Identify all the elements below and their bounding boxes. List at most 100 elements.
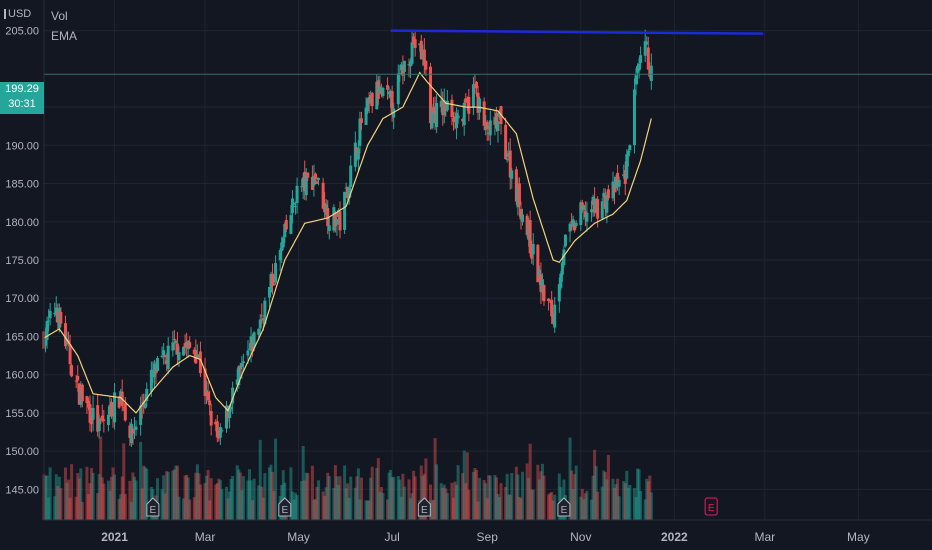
volume-bar: [63, 467, 67, 520]
candle-body: [76, 375, 80, 381]
candle-body: [574, 222, 578, 226]
volume-bar: [143, 467, 147, 520]
candle-body: [249, 336, 253, 351]
volume-bar: [263, 473, 267, 520]
volume-bar: [74, 496, 78, 520]
y-tick-label: 185.00: [5, 179, 39, 191]
candle-body: [292, 203, 296, 205]
volume-bar: [128, 480, 132, 520]
volume-bar: [237, 469, 241, 520]
candle-body: [370, 92, 374, 107]
volume-bar: [579, 496, 583, 520]
currency-indicator-icon: [4, 9, 6, 19]
volume-bar: [70, 464, 74, 520]
candle-body: [637, 63, 641, 71]
candle-body: [614, 177, 618, 189]
volume-bar: [323, 495, 327, 520]
y-tick-label: 160.00: [5, 370, 39, 382]
candle-body: [77, 383, 81, 405]
volume-bar: [421, 475, 425, 520]
volume-bar: [155, 478, 159, 520]
candle-body: [551, 314, 555, 324]
volume-bar: [399, 496, 403, 520]
candle-body: [401, 66, 405, 76]
candle-body: [119, 391, 123, 403]
candle-body: [140, 405, 144, 407]
candle-body: [252, 332, 256, 348]
candle-body: [160, 355, 164, 357]
volume-bar: [106, 480, 110, 520]
volume-bar: [122, 443, 126, 520]
volume-bar: [473, 467, 477, 520]
volume-bar: [175, 465, 179, 520]
volume-bar: [313, 498, 317, 520]
volume-bar: [324, 487, 328, 520]
candle-body: [91, 407, 95, 420]
volume-bar: [430, 500, 434, 520]
volume-bar: [257, 485, 261, 520]
volume-bar: [353, 487, 357, 520]
volume-bar: [177, 496, 181, 520]
candle-body: [248, 348, 252, 350]
volume-bar: [476, 501, 480, 520]
candle-body: [507, 153, 511, 157]
volume-bar: [574, 465, 578, 520]
volume-bar: [231, 475, 235, 520]
candle-body: [488, 120, 492, 136]
candle-body: [593, 199, 597, 213]
candle-body: [220, 430, 224, 432]
volume-bar: [249, 480, 253, 520]
candle-body: [628, 145, 632, 151]
candle-body: [283, 223, 287, 238]
volume-bar: [419, 465, 423, 520]
volume-bar: [228, 491, 232, 520]
earnings-marker: E: [557, 497, 571, 517]
candle-body: [617, 179, 621, 187]
volume-bar: [206, 469, 210, 520]
candle-body: [473, 85, 477, 87]
legend-ema[interactable]: EMA: [51, 29, 78, 43]
candle-body: [424, 61, 428, 70]
candle-body: [63, 323, 67, 347]
candle-body: [623, 170, 627, 184]
candle-body: [226, 411, 230, 418]
volume-bar: [493, 475, 497, 520]
candle-body: [422, 49, 426, 66]
volume-bar: [413, 476, 417, 520]
candle-body: [579, 202, 583, 225]
candle-body: [188, 342, 192, 348]
volume-bar: [386, 499, 390, 520]
y-tick-label: 165.00: [5, 331, 39, 343]
candle-body: [580, 202, 584, 210]
legend-volume[interactable]: Vol: [51, 9, 68, 23]
candle-body: [65, 339, 69, 345]
currency-selector[interactable]: USD: [4, 8, 31, 20]
volume-bar: [355, 476, 359, 520]
candle-body: [413, 39, 417, 48]
volume-bar: [294, 492, 298, 520]
volume-bar: [428, 484, 432, 520]
candle-body: [192, 349, 196, 355]
volume-bar: [573, 474, 577, 520]
candle-body: [605, 194, 609, 213]
candle-body: [519, 209, 523, 220]
drawing-layer: [44, 29, 932, 75]
candle-body: [386, 85, 390, 90]
volume-bar: [203, 483, 207, 520]
volume-bar: [390, 477, 394, 520]
volume-bar: [217, 478, 221, 520]
volume-bar: [484, 483, 488, 520]
volume-bar: [485, 498, 489, 520]
current-price-tag: 199.29 30:31: [0, 82, 44, 114]
volume-bar: [424, 458, 428, 520]
candle-body: [616, 172, 620, 183]
volume-bar: [111, 467, 115, 520]
candle-body: [229, 406, 233, 410]
volume-bar: [370, 466, 374, 520]
candle-body: [139, 405, 143, 425]
volume-bar: [517, 496, 521, 520]
candle-body: [557, 284, 561, 302]
y-tick-label: 150.00: [5, 446, 39, 458]
